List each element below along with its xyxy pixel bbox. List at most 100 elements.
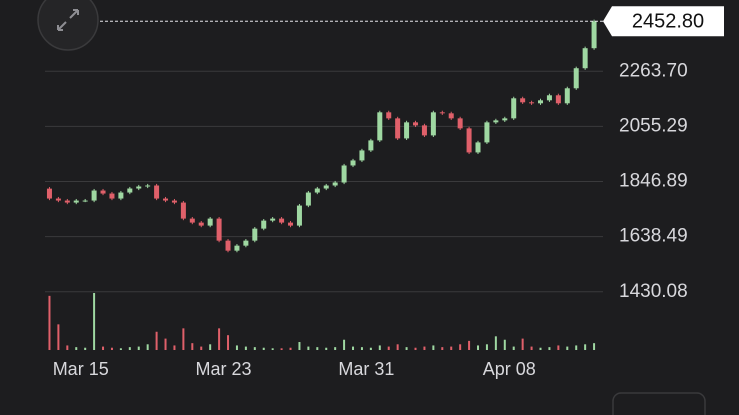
- candle-body: [225, 240, 231, 251]
- x-tick-label: Apr 08: [483, 359, 536, 379]
- candle-body: [234, 245, 240, 251]
- x-tick-label: Mar 31: [338, 359, 394, 379]
- volume-bar: [128, 347, 131, 350]
- volume-bar: [405, 347, 408, 350]
- candle-body: [100, 190, 106, 194]
- volume: [48, 293, 596, 350]
- volume-bar: [369, 347, 372, 350]
- candle-body: [154, 185, 160, 199]
- volume-bar: [57, 324, 60, 350]
- candle-body: [216, 218, 222, 241]
- volume-bar: [173, 345, 176, 350]
- volume-bar: [155, 331, 158, 350]
- candle-body: [198, 222, 204, 226]
- volume-bar: [575, 345, 578, 350]
- candle-body: [270, 218, 276, 221]
- candle-body: [413, 122, 419, 126]
- volume-bar: [414, 347, 417, 350]
- volume-bar: [48, 295, 51, 350]
- volume-bar: [477, 345, 480, 350]
- volume-bar: [66, 345, 69, 350]
- volume-bar: [557, 345, 560, 350]
- candle-body: [350, 160, 356, 166]
- volume-bar: [271, 348, 274, 350]
- candle-body: [305, 192, 311, 206]
- candle-body: [395, 118, 401, 139]
- expand-button[interactable]: [37, 0, 99, 51]
- volume-bar: [352, 346, 355, 350]
- candle-body: [243, 240, 249, 246]
- volume-bar: [164, 338, 167, 350]
- candle-body: [91, 190, 97, 201]
- x-tick-label: Mar 23: [196, 359, 252, 379]
- candle-body: [64, 200, 70, 203]
- bottom-button[interactable]: [612, 392, 706, 415]
- volume-bar: [75, 347, 78, 350]
- volume-bar: [262, 347, 265, 350]
- candle-body: [475, 142, 481, 153]
- candle-body: [55, 198, 61, 201]
- candle-body: [332, 182, 338, 186]
- volume-bar: [102, 346, 105, 350]
- y-tick-label: 2263.70: [619, 60, 688, 81]
- candle-body: [180, 202, 186, 219]
- candle-body: [511, 98, 517, 119]
- candle-body: [341, 165, 347, 183]
- candle-body: [82, 200, 88, 202]
- candle-body: [261, 220, 267, 229]
- volume-bar: [396, 344, 399, 350]
- expand-icon[interactable]: [57, 9, 79, 31]
- volume-bar: [218, 328, 221, 350]
- volume-bar: [298, 342, 301, 350]
- volume-bar: [566, 346, 569, 350]
- candle-body: [484, 122, 490, 143]
- expand-circle[interactable]: [37, 0, 99, 51]
- volume-bar: [84, 347, 87, 350]
- volume-bar: [343, 339, 346, 350]
- y-tick-label: 1430.08: [619, 281, 688, 302]
- candle-body: [564, 88, 570, 104]
- candle-body: [493, 120, 499, 123]
- volume-bar: [378, 345, 381, 350]
- volume-bar: [325, 347, 328, 350]
- candle-body: [189, 218, 195, 223]
- candle-body: [404, 122, 410, 139]
- candle-body: [171, 200, 177, 203]
- volume-bar: [146, 344, 149, 350]
- volume-bar: [253, 347, 256, 350]
- volume-bar: [459, 344, 462, 350]
- candle-body: [386, 112, 392, 119]
- volume-bar: [334, 347, 337, 350]
- volume-bar: [450, 346, 453, 350]
- labels: 1430.08 1638.49 1846.89 2055.29 2263.70 Mar 1…: [45, 6, 724, 379]
- volume-bar: [548, 347, 551, 350]
- volume-bar: [539, 347, 542, 350]
- candle-body: [323, 185, 329, 189]
- candle-body: [359, 150, 365, 161]
- candle-body: [252, 228, 258, 241]
- volume-bar: [110, 347, 113, 350]
- candle-body: [520, 98, 526, 103]
- volume-bar: [423, 346, 426, 350]
- volume-bar: [503, 339, 506, 350]
- volume-bar: [200, 346, 203, 350]
- volume-bar: [593, 343, 596, 350]
- candle-body: [591, 21, 597, 49]
- last-price-label: 2452.80: [632, 10, 704, 32]
- candle-body: [296, 205, 302, 226]
- grid: [45, 70, 603, 293]
- volume-bar: [227, 335, 230, 350]
- candle-body: [73, 200, 79, 203]
- candle-body: [163, 198, 169, 201]
- volume-bar: [191, 343, 194, 350]
- candles: [46, 19, 597, 253]
- volume-bar: [584, 344, 587, 350]
- candle-body: [457, 118, 463, 129]
- volume-bar: [468, 340, 471, 350]
- candle-body: [279, 218, 285, 223]
- candle-body: [368, 140, 374, 151]
- candle-body: [529, 102, 535, 104]
- volume-bar: [307, 346, 310, 350]
